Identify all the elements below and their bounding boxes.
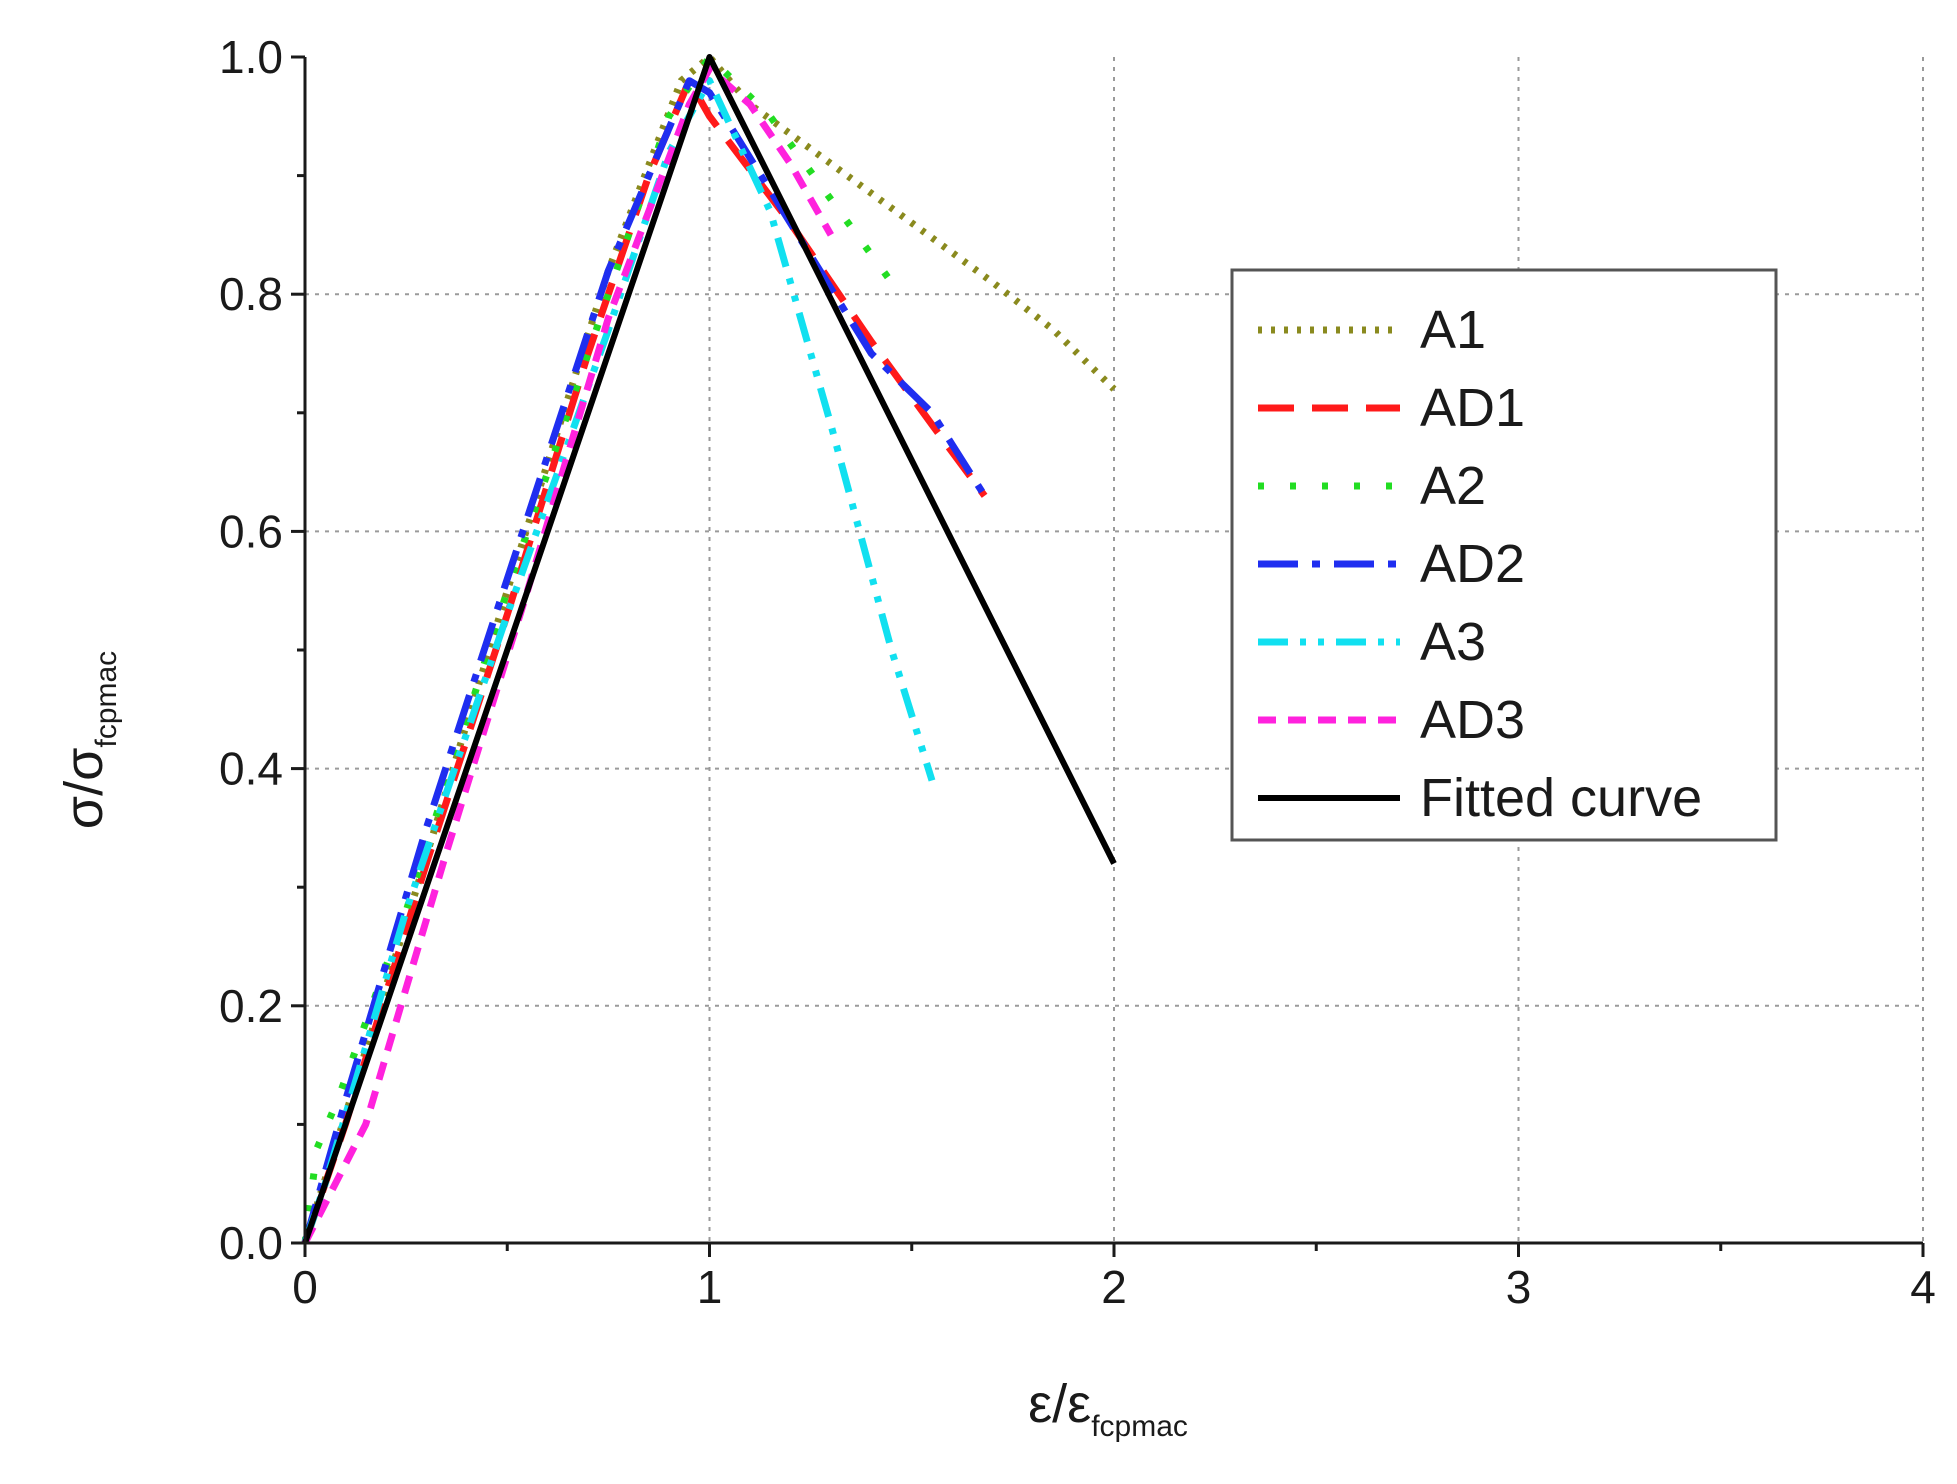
x-axis-title-main: ε/ε [1028, 1374, 1091, 1434]
y-tick-label-3: 0.6 [219, 505, 283, 557]
x-tick-label-2: 2 [1101, 1261, 1127, 1313]
x-tick-label-4: 4 [1910, 1261, 1936, 1313]
series-line-a2 [301, 53, 895, 1244]
legend-label: AD3 [1420, 690, 1525, 750]
x-tick-label-1: 1 [697, 1261, 723, 1313]
x-tick-label-0: 0 [292, 1261, 318, 1313]
legend-label: A1 [1420, 300, 1486, 360]
legend-item-ad3: AD3 [1258, 690, 1525, 750]
legend-item-ad1: AD1 [1258, 378, 1525, 438]
tick-labels: 0 1 2 3 4 0.0 0.2 0.4 0.6 0.8 1.0 [219, 31, 1936, 1313]
legend-item-fitted-curve: Fitted curve [1258, 768, 1702, 828]
y-axis-title-main: σ/σ [54, 748, 114, 830]
y-tick-label-5: 1.0 [219, 31, 283, 83]
legend-label: A2 [1420, 456, 1486, 516]
y-tick-label-2: 0.4 [219, 743, 283, 795]
legend-label: AD1 [1420, 378, 1525, 438]
legend: A1 AD1 A2 AD2 A3 AD3 Fitted curve [1230, 268, 1778, 842]
y-tick-label-4: 0.8 [219, 268, 283, 320]
legend-label: AD2 [1420, 534, 1525, 594]
series-line-a3 [301, 77, 936, 1245]
y-axis-title: σ/σfcpmac [54, 651, 123, 829]
series-line-fitted-curve [302, 54, 1117, 1244]
legend-item-a1: A1 [1258, 300, 1486, 360]
legend-item-a3: A3 [1258, 612, 1486, 672]
legend-item-a2: A2 [1258, 456, 1486, 516]
y-axis-title-sub: fcpmac [90, 651, 123, 748]
series-line-a1 [301, 53, 1117, 1245]
x-tick-label-3: 3 [1506, 1261, 1532, 1313]
legend-label: A3 [1420, 612, 1486, 672]
legend-item-ad2: AD2 [1258, 534, 1525, 594]
axes [291, 55, 1925, 1257]
series-line-ad3 [301, 65, 834, 1245]
series-line-ad2 [301, 77, 988, 1244]
x-axis-title: ε/εfcpmac [1028, 1374, 1188, 1443]
legend-label: Fitted curve [1420, 768, 1702, 828]
y-tick-label-1: 0.2 [219, 980, 283, 1032]
legend-box [1230, 268, 1778, 842]
series-layer [301, 53, 1117, 1245]
series-line-ad1 [301, 77, 988, 1245]
y-tick-label-0: 0.0 [219, 1217, 283, 1269]
x-axis-title-sub: fcpmac [1091, 1410, 1188, 1443]
